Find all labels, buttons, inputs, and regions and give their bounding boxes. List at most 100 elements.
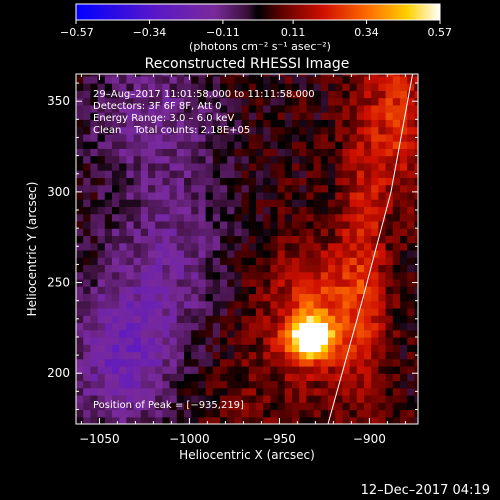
heatmap-cell bbox=[212, 162, 221, 171]
heatmap-cell bbox=[248, 278, 257, 287]
heatmap-cell bbox=[306, 358, 315, 367]
heatmap-cell bbox=[392, 184, 401, 193]
heatmap-cell bbox=[90, 336, 99, 345]
heatmap-cell bbox=[414, 199, 418, 207]
heatmap-cell bbox=[169, 373, 178, 382]
heatmap-cell bbox=[241, 409, 250, 418]
heatmap-cell bbox=[414, 373, 418, 382]
heatmap-cell bbox=[378, 351, 387, 360]
heatmap-cell bbox=[97, 228, 106, 236]
heatmap-cell bbox=[97, 336, 106, 345]
heatmap-cell bbox=[263, 336, 271, 345]
heatmap-cell bbox=[392, 119, 401, 128]
heatmap-cell bbox=[349, 74, 358, 77]
heatmap-cell bbox=[400, 249, 408, 258]
heatmap-cell bbox=[335, 104, 343, 113]
heatmap-cell bbox=[119, 235, 127, 244]
heatmap-cell bbox=[349, 409, 358, 418]
heatmap-cell bbox=[256, 228, 264, 236]
heatmap-cell bbox=[198, 358, 207, 367]
heatmap-cell bbox=[162, 126, 171, 135]
heatmap-cell bbox=[90, 206, 99, 215]
heatmap-cell bbox=[364, 416, 372, 424]
heatmap-cell bbox=[320, 83, 329, 91]
heatmap-cell bbox=[414, 155, 418, 164]
heatmap-cell bbox=[263, 293, 271, 302]
heatmap-cell bbox=[212, 336, 221, 345]
heatmap-cell bbox=[400, 213, 408, 222]
heatmap-cell bbox=[378, 394, 387, 403]
heatmap-cell bbox=[83, 104, 91, 113]
heatmap-cell bbox=[306, 74, 315, 77]
heatmap-cell bbox=[256, 286, 264, 295]
heatmap-cell bbox=[119, 264, 127, 273]
heatmap-cell bbox=[385, 329, 394, 338]
heatmap-cell bbox=[220, 373, 228, 382]
heatmap-cell bbox=[140, 365, 149, 374]
heatmap-cell bbox=[342, 170, 351, 178]
heatmap-cell bbox=[328, 191, 336, 200]
heatmap-cell bbox=[184, 365, 192, 374]
heatmap-cell bbox=[364, 402, 372, 411]
heatmap-cell bbox=[112, 373, 120, 382]
heatmap-cell bbox=[414, 257, 418, 266]
heatmap-cell bbox=[392, 365, 401, 374]
heatmap-cell bbox=[148, 344, 156, 353]
heatmap-cell bbox=[378, 322, 387, 331]
heatmap-cell bbox=[76, 409, 84, 418]
heatmap-cell bbox=[169, 177, 178, 186]
heatmap-cell bbox=[140, 394, 149, 403]
heatmap-cell bbox=[227, 104, 235, 113]
heatmap-cell bbox=[248, 148, 257, 157]
heatmap-cell bbox=[263, 199, 271, 207]
heatmap-cell bbox=[212, 394, 221, 403]
heatmap-cell bbox=[277, 336, 286, 345]
heatmap-cell bbox=[97, 97, 106, 106]
heatmap-cell bbox=[176, 206, 185, 215]
heatmap-cell bbox=[335, 220, 343, 229]
heatmap-cell bbox=[392, 322, 401, 331]
heatmap-cell bbox=[227, 220, 235, 229]
heatmap-cell bbox=[263, 365, 271, 374]
heatmap-cell bbox=[320, 170, 329, 178]
heatmap-cell bbox=[364, 191, 372, 200]
heatmap-cell bbox=[90, 119, 99, 128]
heatmap-cell bbox=[414, 358, 418, 367]
heatmap-cell bbox=[407, 177, 415, 186]
heatmap-cell bbox=[241, 257, 250, 266]
heatmap-cell bbox=[313, 126, 322, 135]
heatmap-cell bbox=[371, 387, 379, 396]
heatmap-cell bbox=[263, 162, 271, 171]
heatmap-cell bbox=[306, 264, 315, 273]
heatmap-cell bbox=[263, 83, 271, 91]
heatmap-cell bbox=[371, 300, 379, 309]
heatmap-cell bbox=[148, 394, 156, 403]
heatmap-cell bbox=[227, 199, 235, 207]
heatmap-cell bbox=[306, 133, 315, 142]
heatmap-cell bbox=[256, 271, 264, 280]
heatmap-cell bbox=[263, 119, 271, 128]
heatmap-cell bbox=[256, 112, 264, 120]
heatmap-cell bbox=[112, 119, 120, 128]
heatmap-cell bbox=[76, 365, 84, 374]
heatmap-cell bbox=[263, 242, 271, 251]
heatmap-cell bbox=[284, 402, 293, 411]
heatmap-cell bbox=[385, 307, 394, 316]
heatmap-cell bbox=[328, 344, 336, 353]
heatmap-cell bbox=[400, 344, 408, 353]
heatmap-cell bbox=[284, 191, 293, 200]
heatmap-cell bbox=[176, 249, 185, 258]
heatmap-cell bbox=[112, 133, 120, 142]
heatmap-cell bbox=[277, 213, 286, 222]
heatmap-cell bbox=[407, 206, 415, 215]
heatmap-cell bbox=[191, 402, 199, 411]
heatmap-cell bbox=[349, 155, 358, 164]
heatmap-cell bbox=[392, 220, 401, 229]
heatmap-cell bbox=[119, 184, 127, 193]
heatmap-cell bbox=[155, 257, 163, 266]
heatmap-cell bbox=[320, 74, 329, 77]
heatmap-cell bbox=[133, 315, 142, 324]
heatmap-cell bbox=[212, 177, 221, 186]
heatmap-cell bbox=[234, 199, 243, 207]
heatmap-cell bbox=[176, 409, 185, 418]
